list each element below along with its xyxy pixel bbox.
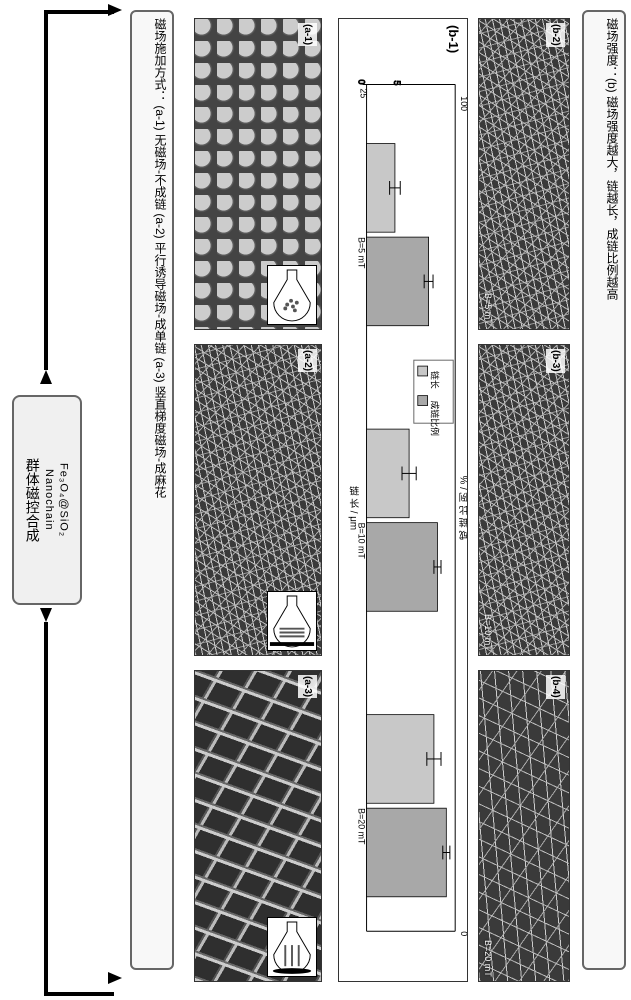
arrow-to-bottom <box>40 608 52 622</box>
sem-label-b3: (b-3) <box>546 349 565 373</box>
sem-panel-a2: (a-2) <box>194 344 322 656</box>
svg-text:25: 25 <box>359 88 369 98</box>
bar-chart: (b-1) 0 5 链 长 / μm 成 链 比 例 / % B=5 mT <box>338 18 468 982</box>
flask-icon <box>268 592 316 650</box>
sem-panel-b4: (b-4) B=20 mT <box>478 670 570 982</box>
legend-1: 链长 <box>430 371 441 389</box>
svg-text:0: 0 <box>459 931 467 936</box>
caption-top: 磁场施加方式： (a-1) 无磁场-不成链 (a-2) 平行诱导磁场-成单链 (… <box>130 10 174 970</box>
chart-svg: 0 5 链 长 / μm 成 链 比 例 / % B=5 mT B=10 mT … <box>339 19 467 981</box>
cat-1: B=5 mT <box>357 237 367 269</box>
sem-panel-b2: (b-2) B=5 mT <box>478 18 570 330</box>
title-cn: 群体磁控合成 <box>24 458 42 542</box>
title-box: Fe₃O₄@SiO₂ Nanochain 群体磁控合成 <box>12 395 82 605</box>
sem-label-a2: (a-2) <box>298 349 317 372</box>
cat-2: B=10 mT <box>357 523 367 560</box>
sem-label-a3: (a-3) <box>298 675 317 698</box>
sem-panel-a3: (a-3) <box>194 670 322 982</box>
inset-a2 <box>267 591 317 651</box>
svg-text:0: 0 <box>357 80 367 85</box>
sem-panel-a1: (a-1) <box>194 18 322 330</box>
chart-panel-label: (b-1) <box>446 25 461 53</box>
arrow-tip-bottom <box>108 972 122 984</box>
b-label-b2: B=5 mT <box>483 293 493 325</box>
flask-icon <box>268 266 316 324</box>
inset-a3 <box>267 917 317 977</box>
sem-label-b4: (b-4) <box>546 675 565 699</box>
svg-text:100: 100 <box>459 96 467 111</box>
sem-label-a1: (a-1) <box>298 23 317 46</box>
caption-bottom-text: 磁场强度：(b) 磁场强度越大，链越长，成链比例越高 <box>605 18 619 300</box>
flask-icon <box>268 918 316 976</box>
arrow-to-top <box>40 370 52 384</box>
caption-top-text: 磁场施加方式： (a-1) 无磁场-不成链 (a-2) 平行诱导磁场-成单链 (… <box>153 18 167 498</box>
caption-bottom: 磁场强度：(b) 磁场强度越大，链越长，成链比例越高 <box>582 10 626 970</box>
legend-2: 成链比例 <box>430 401 441 437</box>
inset-a1 <box>267 265 317 325</box>
arrow-tip-top <box>108 4 122 16</box>
right-axis-label: 成 链 比 例 / % <box>459 475 467 540</box>
sem-label-b2: (b-2) <box>546 23 565 47</box>
b-label-b4: B=20 mT <box>483 940 493 977</box>
sem-panel-b3: (b-3) B=10 mT <box>478 344 570 656</box>
title-en-1: Fe₃O₄@SiO₂ <box>56 463 70 537</box>
b-label-b3: B=10 mT <box>483 614 493 651</box>
cat-3: B=20 mT <box>357 808 367 845</box>
title-en-2: Nanochain <box>42 469 56 531</box>
